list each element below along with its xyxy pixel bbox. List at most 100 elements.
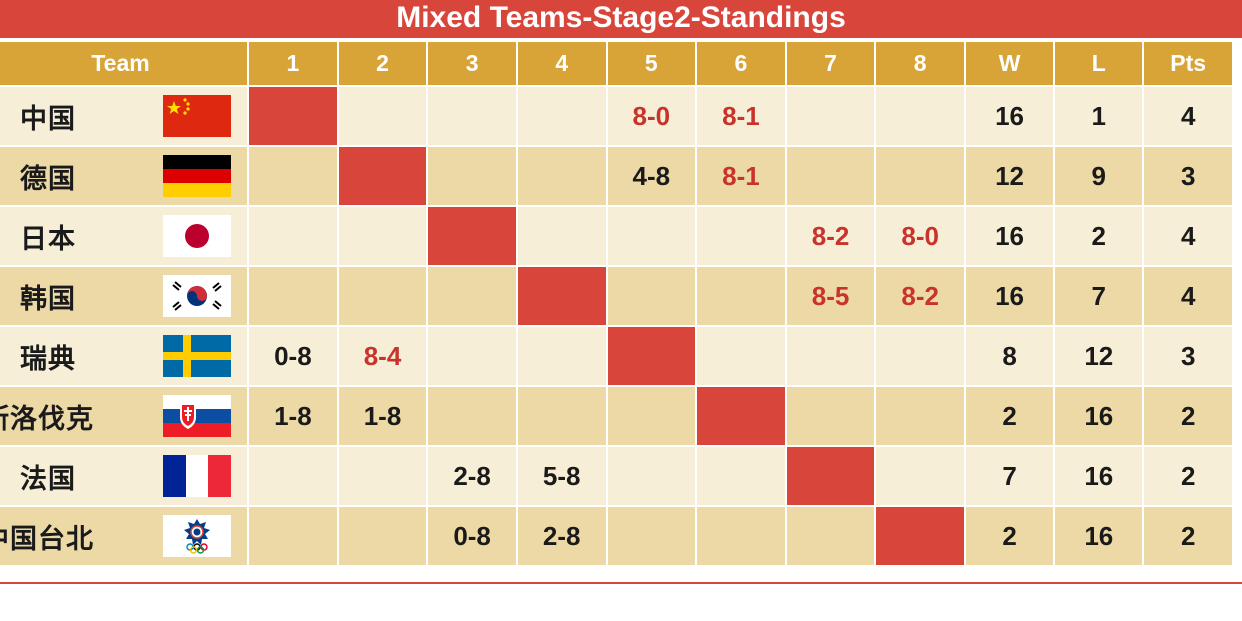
result-cell: [784, 385, 877, 447]
result-cell: [605, 265, 698, 327]
team-cell: 瑞典: [0, 325, 250, 387]
result-cell: 8-2: [784, 205, 877, 267]
result-cell: [336, 265, 429, 327]
result-cell: 8-4: [336, 325, 429, 387]
diagonal-cell: [515, 265, 608, 327]
result-cell: [695, 445, 787, 507]
header-col-8: 8: [874, 40, 966, 87]
header-team: Team: [0, 40, 250, 87]
diagonal-cell: [247, 85, 339, 147]
result-cell: [515, 325, 608, 387]
losses-cell: 12: [1053, 325, 1145, 387]
diagonal-cell: [784, 445, 877, 507]
standings-table: Team 1 2 3 4 5 6 7 8 W L Pts 中国 8-0 8-1 16 1…: [0, 40, 1234, 567]
losses-cell: 16: [1053, 445, 1145, 507]
team-name: 日本: [20, 223, 76, 254]
losses-cell: 1: [1053, 85, 1145, 147]
header-col-3: 3: [426, 40, 518, 87]
result-cell: [695, 205, 787, 267]
result-cell: [695, 505, 787, 567]
team-cell: 韩国: [0, 265, 250, 327]
table-row: 德国 4-8 8-1 12 9 3: [0, 145, 1234, 207]
points-cell: 2: [1142, 385, 1234, 447]
result-cell: [605, 385, 698, 447]
result-cell: [874, 325, 966, 387]
result-cell: [426, 385, 518, 447]
losses-cell: 2: [1053, 205, 1145, 267]
header-row: Team 1 2 3 4 5 6 7 8 W L Pts: [0, 40, 1234, 87]
result-cell: [605, 445, 698, 507]
china-flag: [163, 95, 232, 137]
result-cell: [247, 145, 339, 207]
result-cell: [874, 385, 966, 447]
points-cell: 2: [1142, 445, 1234, 507]
result-cell: [247, 205, 339, 267]
result-cell: [784, 505, 877, 567]
result-cell: [426, 85, 518, 147]
japan-flag: [163, 215, 232, 257]
losses-cell: 16: [1053, 385, 1145, 447]
result-cell: 8-1: [695, 145, 787, 207]
team-name: 斯洛伐克: [0, 403, 94, 434]
result-cell: [874, 85, 966, 147]
points-cell: 3: [1142, 325, 1234, 387]
result-cell: [515, 85, 608, 147]
result-cell: 0-8: [426, 505, 518, 567]
diagonal-cell: [426, 205, 518, 267]
result-cell: 8-0: [874, 205, 966, 267]
team-cell: 德国: [0, 145, 250, 207]
header-col-7: 7: [784, 40, 877, 87]
result-cell: [515, 145, 608, 207]
result-cell: [784, 145, 877, 207]
bottom-divider: [0, 582, 1242, 584]
result-cell: [874, 445, 966, 507]
result-cell: 2-8: [426, 445, 518, 507]
result-cell: 4-8: [605, 145, 698, 207]
table-row: 日本 8-2 8-0 16 2 4: [0, 205, 1234, 267]
chinese-taipei-flag: [163, 515, 232, 557]
result-cell: [336, 205, 429, 267]
result-cell: [247, 265, 339, 327]
team-name: 中国台北: [0, 523, 94, 554]
result-cell: [515, 385, 608, 447]
result-cell: [784, 325, 877, 387]
wins-cell: 2: [963, 385, 1056, 447]
slovakia-flag: [163, 395, 232, 437]
result-cell: 8-5: [784, 265, 877, 327]
header-col-1: 1: [247, 40, 339, 87]
diagonal-cell: [605, 325, 698, 387]
diagonal-cell: [336, 145, 429, 207]
wins-cell: 16: [963, 265, 1056, 327]
result-cell: 0-8: [247, 325, 339, 387]
france-flag: [163, 455, 232, 497]
result-cell: [695, 325, 787, 387]
result-cell: [695, 265, 787, 327]
team-name: 韩国: [20, 283, 76, 314]
germany-flag: [163, 155, 232, 197]
result-cell: [247, 445, 339, 507]
result-cell: [605, 505, 698, 567]
result-cell: 1-8: [336, 385, 429, 447]
result-cell: [605, 205, 698, 267]
standings-title: Mixed Teams-Stage2-Standings: [0, 0, 1242, 38]
header-points: Pts: [1142, 40, 1234, 87]
team-cell: 法国: [0, 445, 250, 507]
header-col-4: 4: [515, 40, 608, 87]
header-col-6: 6: [695, 40, 787, 87]
result-cell: 5-8: [515, 445, 608, 507]
team-cell: 中国: [0, 85, 250, 147]
team-name: 法国: [20, 463, 76, 494]
result-cell: [336, 445, 429, 507]
losses-cell: 9: [1053, 145, 1145, 207]
points-cell: 4: [1142, 205, 1234, 267]
diagonal-cell: [874, 505, 966, 567]
result-cell: [426, 265, 518, 327]
result-cell: 8-1: [695, 85, 787, 147]
points-cell: 3: [1142, 145, 1234, 207]
result-cell: [247, 505, 339, 567]
wins-cell: 7: [963, 445, 1056, 507]
losses-cell: 7: [1053, 265, 1145, 327]
wins-cell: 12: [963, 145, 1056, 207]
